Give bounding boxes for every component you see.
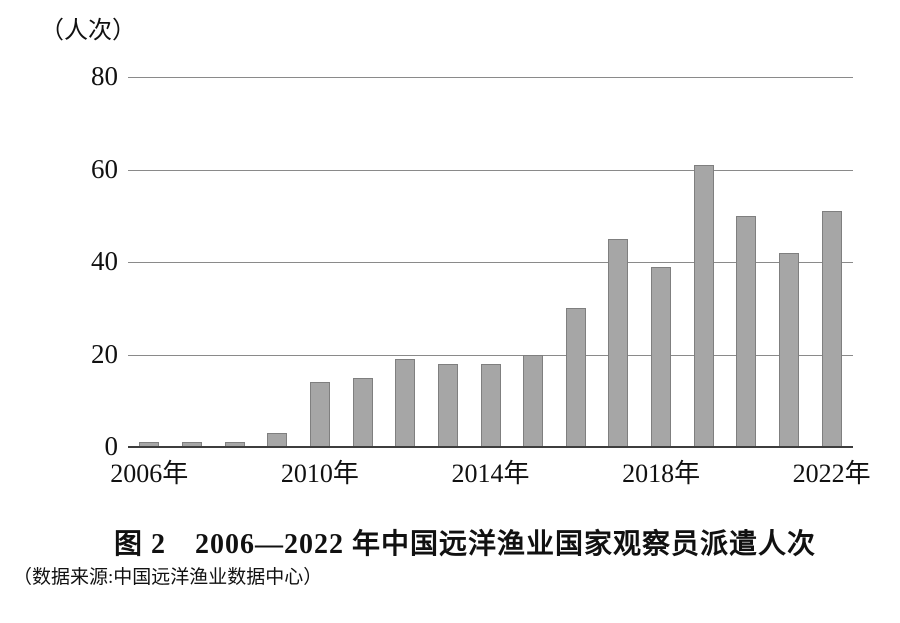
x-tick-2018: 2018年: [622, 459, 701, 488]
bar-2014: [480, 363, 501, 447]
bar-2021: [779, 252, 800, 447]
y-tick-40: 40: [91, 246, 118, 276]
x-axis-baseline: [128, 446, 853, 448]
bar-2009: [267, 433, 288, 447]
bar-2016: [565, 308, 586, 447]
bar-2012: [395, 359, 416, 447]
x-tick-2022: 2022年: [792, 459, 871, 488]
bar-2018: [651, 266, 672, 447]
y-tick-80: 80: [91, 61, 118, 91]
bar-2011: [352, 377, 373, 447]
x-tick-2014: 2014年: [451, 459, 530, 488]
bar-2015: [523, 354, 544, 447]
bar-2019: [693, 164, 714, 447]
gridline-40: [128, 262, 853, 263]
x-tick-2010: 2010年: [280, 459, 359, 488]
bar-2013: [437, 363, 458, 447]
y-tick-0: 0: [104, 431, 119, 461]
data-source-note: （数据来源:中国远洋渔业数据中心）: [13, 567, 323, 588]
bar-2017: [608, 238, 629, 447]
bar-2020: [736, 215, 757, 447]
bar-2022: [821, 211, 842, 447]
gridline-20: [128, 354, 853, 356]
y-tick-60: 60: [91, 153, 118, 184]
x-tick-2006: 2006年: [110, 459, 189, 488]
bar-2010: [309, 382, 330, 447]
figure-caption-title: 图 2 2006—2022 年中国远洋渔业国家观察员派遣人次: [113, 529, 816, 560]
y-axis-unit-label: （人次）: [40, 18, 136, 44]
plot-area: [128, 77, 853, 448]
y-tick-20: 20: [91, 338, 118, 369]
gridline-60: [128, 169, 853, 171]
gridline-80: [128, 77, 853, 78]
